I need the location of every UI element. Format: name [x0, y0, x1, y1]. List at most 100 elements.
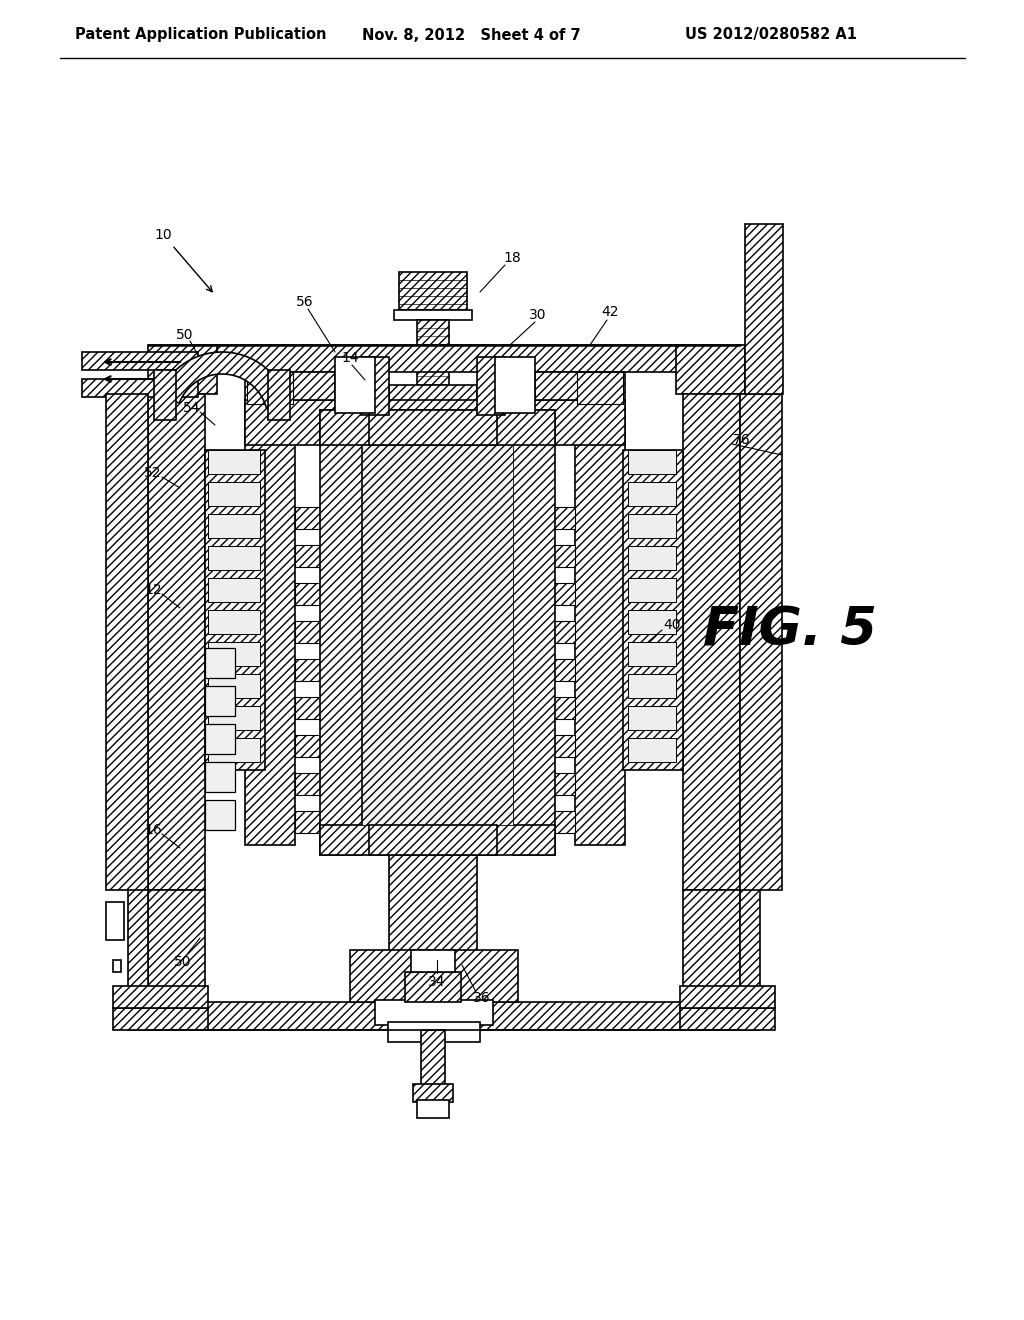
Polygon shape — [547, 735, 575, 756]
Text: Patent Application Publication: Patent Application Publication — [75, 28, 327, 42]
Bar — [205, 762, 234, 792]
Bar — [208, 642, 260, 667]
Text: 54: 54 — [183, 401, 201, 414]
Text: 42: 42 — [601, 305, 618, 319]
Text: Nov. 8, 2012   Sheet 4 of 7: Nov. 8, 2012 Sheet 4 of 7 — [362, 28, 581, 42]
Text: 52: 52 — [144, 466, 162, 480]
Bar — [628, 546, 676, 570]
Polygon shape — [577, 372, 623, 404]
Polygon shape — [413, 1084, 453, 1102]
Polygon shape — [148, 393, 205, 890]
Polygon shape — [362, 445, 513, 825]
Text: 14: 14 — [341, 351, 358, 366]
Polygon shape — [361, 356, 389, 414]
Polygon shape — [82, 352, 198, 370]
Bar — [628, 675, 676, 698]
Polygon shape — [175, 345, 718, 372]
Bar — [208, 610, 260, 634]
Polygon shape — [547, 545, 575, 568]
Bar — [208, 738, 260, 762]
Polygon shape — [247, 372, 293, 404]
Polygon shape — [154, 370, 176, 420]
Text: US 2012/0280582 A1: US 2012/0280582 A1 — [685, 28, 857, 42]
Polygon shape — [680, 1008, 775, 1030]
Polygon shape — [113, 986, 208, 1008]
Polygon shape — [295, 697, 323, 719]
Text: 50: 50 — [176, 327, 194, 342]
Polygon shape — [295, 507, 323, 529]
Bar — [208, 546, 260, 570]
Bar — [628, 450, 676, 474]
Polygon shape — [319, 411, 362, 855]
Bar — [628, 578, 676, 602]
Polygon shape — [406, 972, 461, 1002]
Polygon shape — [683, 393, 740, 890]
Bar — [205, 648, 234, 678]
Bar — [388, 1022, 480, 1041]
Bar — [113, 960, 121, 972]
Bar — [495, 356, 535, 413]
Polygon shape — [389, 385, 477, 1015]
Bar — [205, 686, 234, 715]
Polygon shape — [295, 774, 323, 795]
Polygon shape — [148, 890, 205, 1030]
Bar — [628, 610, 676, 634]
Polygon shape — [245, 400, 625, 445]
Bar — [628, 642, 676, 667]
Polygon shape — [477, 356, 505, 414]
Polygon shape — [82, 379, 198, 397]
Text: 16: 16 — [144, 822, 162, 837]
Polygon shape — [547, 810, 575, 833]
Text: 36: 36 — [473, 991, 490, 1005]
Polygon shape — [421, 1030, 445, 1085]
Polygon shape — [268, 370, 290, 420]
Text: 10: 10 — [155, 228, 172, 242]
Polygon shape — [106, 393, 148, 890]
Bar — [106, 902, 124, 940]
Polygon shape — [680, 986, 775, 1008]
Bar — [208, 450, 260, 474]
Polygon shape — [575, 400, 625, 845]
Polygon shape — [535, 372, 625, 400]
Text: 34: 34 — [428, 975, 445, 989]
Polygon shape — [394, 310, 472, 319]
Text: 56: 56 — [296, 294, 313, 309]
Polygon shape — [547, 583, 575, 605]
Bar — [411, 950, 455, 972]
Bar — [208, 675, 260, 698]
Bar — [628, 706, 676, 730]
Polygon shape — [547, 620, 575, 643]
Polygon shape — [740, 393, 782, 890]
Polygon shape — [547, 774, 575, 795]
Polygon shape — [148, 1002, 740, 1030]
Polygon shape — [245, 372, 335, 400]
Polygon shape — [547, 659, 575, 681]
Bar — [205, 800, 234, 830]
Polygon shape — [676, 345, 745, 393]
Bar — [628, 738, 676, 762]
Polygon shape — [740, 750, 760, 1030]
Bar — [335, 356, 375, 413]
Polygon shape — [350, 950, 518, 1002]
Polygon shape — [369, 825, 497, 855]
Text: 50: 50 — [174, 954, 191, 969]
Bar — [208, 482, 260, 506]
Polygon shape — [113, 1008, 208, 1030]
Polygon shape — [745, 224, 783, 393]
Text: 76: 76 — [733, 433, 751, 447]
Bar — [208, 513, 260, 539]
Bar — [417, 1100, 449, 1118]
Bar — [628, 482, 676, 506]
Text: 12: 12 — [144, 583, 162, 597]
Polygon shape — [148, 345, 217, 393]
Text: 18: 18 — [503, 251, 521, 265]
Bar — [628, 513, 676, 539]
Polygon shape — [319, 825, 555, 855]
Polygon shape — [205, 450, 265, 770]
Polygon shape — [295, 735, 323, 756]
Text: FIG. 5: FIG. 5 — [703, 605, 877, 656]
Text: 30: 30 — [529, 308, 547, 322]
Polygon shape — [295, 545, 323, 568]
Polygon shape — [369, 411, 497, 445]
Bar — [208, 578, 260, 602]
